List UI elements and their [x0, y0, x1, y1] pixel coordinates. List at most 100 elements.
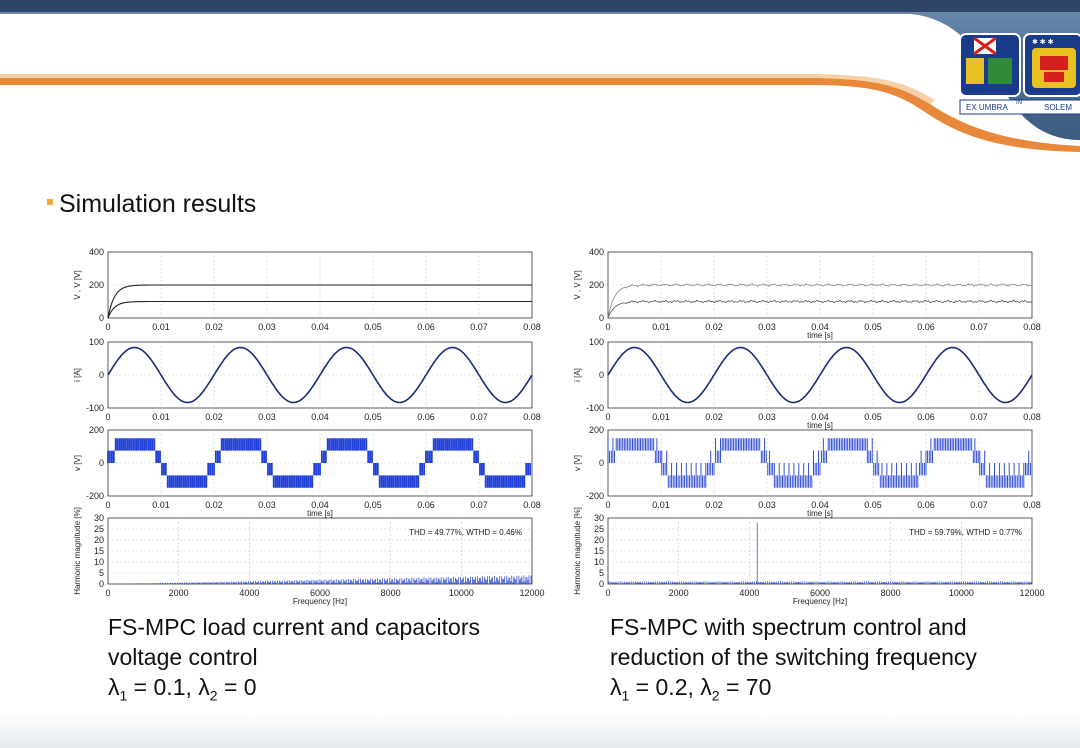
right-current-xtick-label: 0	[605, 412, 610, 422]
right-load-voltage-xtick-label: 0.03	[758, 500, 776, 510]
right-load-voltage-xtick-label: 0.01	[652, 500, 670, 510]
right-voltage-xtick-label: 0.08	[1023, 322, 1041, 332]
right-voltage-xtick-label: 0.03	[758, 322, 776, 332]
left-current-xtick-label: 0.05	[364, 412, 382, 422]
left-spectrum-annotation: THD = 49.77%, WTHD = 0.46%	[409, 528, 522, 537]
left-current-ytick-label: 100	[89, 337, 104, 347]
left-voltage-series-1	[107, 284, 532, 319]
right-current-xtick-label: 0.01	[652, 412, 670, 422]
right-spectrum-spectrum-bars	[608, 522, 1032, 584]
right-current-ylabel: i [A]	[573, 368, 582, 382]
right-load-voltage-ylabel: v [V]	[573, 455, 582, 471]
right-voltage-xlabel: time [s]	[807, 331, 833, 340]
left-voltage-xtick-label: 0.05	[364, 322, 382, 332]
caption-right-line2: reduction of the switching frequency	[610, 644, 977, 670]
simulation-charts: 0 0.01 0.02 0.03 0.04 0.05 0.06 0.07 0.084002000…	[73, 247, 1045, 606]
caption-right-line1: FS-MPC with spectrum control and	[610, 614, 967, 640]
right-load-voltage-xtick-label: 0.07	[970, 500, 988, 510]
left-spectrum-ytick-label: 20	[94, 535, 104, 545]
left-current-xtick-label: 0.01	[152, 412, 170, 422]
left-current-xtick-label: 0.08	[523, 412, 541, 422]
right-current-xtick-label: 0.04	[811, 412, 829, 422]
left-load-voltage-ytick-label: 0	[99, 458, 104, 468]
right-voltage-xtick-label: 0.06	[917, 322, 935, 332]
left-spectrum-xtick-label: 4000	[239, 588, 259, 598]
left-load-voltage-ylabel: v [V]	[73, 455, 82, 471]
left-load-voltage-xlabel: time [s]	[307, 509, 333, 518]
right-voltage-xtick-label: 0.07	[970, 322, 988, 332]
left-current-xtick-label: 0.06	[417, 412, 435, 422]
left-spectrum-ytick-label: 0	[99, 579, 104, 589]
left-current-ylabel: i [A]	[73, 368, 82, 382]
left-voltage-xtick-label: 0.01	[152, 322, 170, 332]
right-current-xlabel: time [s]	[807, 421, 833, 430]
left-spectrum-spectrum-bars	[111, 575, 532, 584]
right-voltage-xtick-label: 0	[605, 322, 610, 332]
right-load-voltage-xtick-label: 0.06	[917, 500, 935, 510]
right-current-ytick-label: 100	[589, 337, 604, 347]
right-current-ytick-label: -100	[586, 403, 604, 413]
right-spectrum-xlabel: Frequency [Hz]	[793, 597, 847, 606]
right-spectrum-xtick-label: 2000	[669, 588, 689, 598]
left-voltage-xtick-label: 0.03	[258, 322, 276, 332]
bullet-text: Simulation results	[59, 190, 257, 218]
left-load-voltage-ytick-label: 200	[89, 425, 104, 435]
right-voltage-xtick-label: 0.02	[705, 322, 723, 332]
right-load-voltage-xlabel: time [s]	[807, 509, 833, 518]
left-current-series-current	[107, 346, 533, 404]
left-spectrum-ytick-label: 15	[94, 546, 104, 556]
left-current-ytick-label: -100	[86, 403, 104, 413]
right-spectrum-xtick-label: 0	[605, 588, 610, 598]
left-voltage-xtick-label: 0.06	[417, 322, 435, 332]
right-voltage-ytick-label: 200	[589, 280, 604, 290]
caption-left: FS-MPC load current and capacitors volta…	[108, 612, 548, 711]
right-spectrum-xtick-label: 10000	[949, 588, 974, 598]
right-spectrum-ytick-label: 20	[594, 535, 604, 545]
left-load-voltage-xtick-label: 0.08	[523, 500, 541, 510]
right-current-xtick-label: 0.08	[1023, 412, 1041, 422]
left-spectrum-xlabel: Frequency [Hz]	[293, 597, 347, 606]
left-load-voltage-xtick-label: 0.03	[258, 500, 276, 510]
left-load-voltage-xtick-label: 0.02	[205, 500, 223, 510]
left-current-xtick-label: 0.07	[470, 412, 488, 422]
right-voltage-xtick-label: 0.01	[652, 322, 670, 332]
right-current-xtick-label: 0.02	[705, 412, 723, 422]
left-spectrum-ytick-label: 30	[94, 513, 104, 523]
right-load-voltage-ytick-label: 0	[599, 458, 604, 468]
right-current-ytick-label: 0	[599, 370, 604, 380]
right-voltage-ytick-label: 0	[599, 313, 604, 323]
logo-motto-left: EX UMBRA	[966, 103, 1008, 112]
left-spectrum-xtick-label: 8000	[381, 588, 401, 598]
right-spectrum-ytick-label: 25	[594, 524, 604, 534]
right-load-voltage-xtick-label: 0.08	[1023, 500, 1041, 510]
right-current-xtick-label: 0.05	[864, 412, 882, 422]
left-spectrum-xtick-label: 0	[105, 588, 110, 598]
right-voltage-ytick-label: 400	[589, 247, 604, 257]
left-spectrum-xtick-label: 6000	[310, 588, 330, 598]
caption-left-params: λ1 = 0.1, λ2 = 0	[108, 674, 257, 704]
left-voltage-series-2	[107, 300, 532, 319]
left-spectrum-xtick-label: 10000	[449, 588, 474, 598]
right-current-xtick-label: 0.06	[917, 412, 935, 422]
right-current-xtick-label: 0.07	[970, 412, 988, 422]
right-load-voltage-xtick-label: 0	[605, 500, 610, 510]
university-logo: ✱ ✱ ✱ EX UMBRA IN SOLEM	[959, 33, 1080, 115]
left-spectrum-ytick-label: 5	[99, 568, 104, 578]
left-voltage-ytick-label: 400	[89, 247, 104, 257]
left-voltage-ytick-label: 0	[99, 313, 104, 323]
left-voltage-xtick-label: 0.02	[205, 322, 223, 332]
right-load-voltage-ytick-label: 200	[589, 425, 604, 435]
right-spectrum-xtick-label: 12000	[1019, 588, 1044, 598]
right-voltage-series-1	[607, 283, 1033, 319]
left-load-voltage-series-load-voltage	[107, 438, 531, 488]
caption-right-params: λ1 = 0.2, λ2 = 70	[610, 674, 772, 704]
left-current-xtick-label: 0.03	[258, 412, 276, 422]
right-spectrum-annotation: THD = 59.79%, WTHD = 0.77%	[909, 528, 1022, 537]
right-spectrum-xtick-label: 4000	[739, 588, 759, 598]
right-load-voltage-ytick-label: -200	[586, 491, 604, 501]
left-load-voltage-xtick-label: 0	[105, 500, 110, 510]
slide-footer	[0, 712, 1080, 748]
left-voltage-xtick-label: 0.04	[311, 322, 329, 332]
left-voltage-xtick-label: 0.07	[470, 322, 488, 332]
left-load-voltage-xtick-label: 0.07	[470, 500, 488, 510]
